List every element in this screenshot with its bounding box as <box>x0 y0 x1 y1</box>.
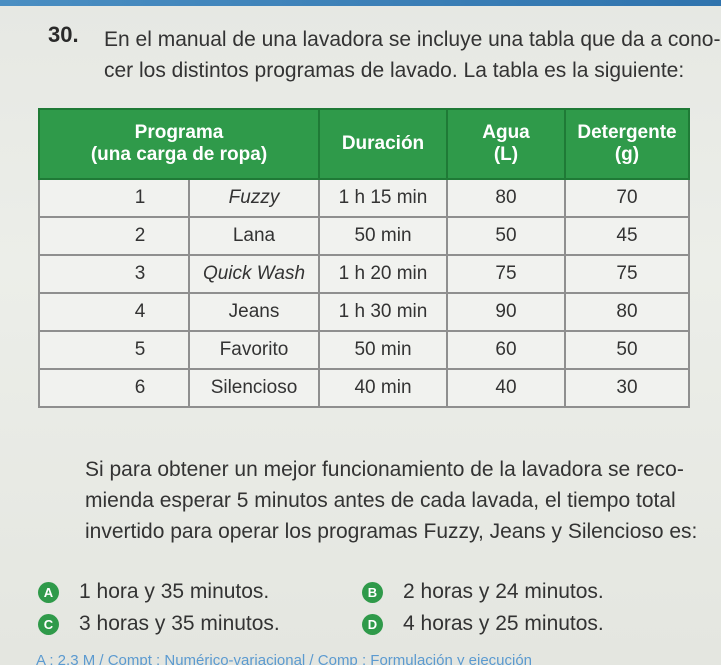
cell-detergent: 70 <box>564 178 690 218</box>
option-c-text: 3 horas y 35 minutos. <box>79 612 280 635</box>
question-number: 30. <box>48 22 79 47</box>
option-b-text: 2 horas y 24 minutos. <box>403 580 604 603</box>
paragraph-line: mienda esperar 5 minutos antes de cada l… <box>85 489 676 512</box>
cell-detergent: 80 <box>564 292 690 332</box>
cell-num: 1 <box>38 178 190 218</box>
question-line: cer los distintos programas de lavado. L… <box>104 59 685 82</box>
header-detergente-line1: Detergente <box>577 122 677 143</box>
table-row: 1 Fuzzy 1 h 15 min 80 70 <box>38 178 690 218</box>
cell-water: 40 <box>446 368 566 408</box>
cell-water: 60 <box>446 330 566 370</box>
option-c[interactable]: C 3 horas y 35 minutos. <box>38 612 280 636</box>
cell-duration: 1 h 15 min <box>318 178 448 218</box>
header-programa-line2: (una carga de ropa) <box>90 144 268 165</box>
cell-duration: 1 h 30 min <box>318 292 448 332</box>
option-b-badge: B <box>362 581 383 603</box>
paragraph-line: Si para obtener un mejor funcionamiento … <box>85 458 684 481</box>
option-c-badge: C <box>38 613 59 635</box>
cell-duration: 1 h 20 min <box>318 254 448 294</box>
header-programa: Programa (una carga de ropa) <box>38 108 320 180</box>
cell-detergent: 30 <box>564 368 690 408</box>
cell-water: 80 <box>446 178 566 218</box>
washing-programs-table: Programa (una carga de ropa) Duración Ag… <box>38 108 690 408</box>
option-a-badge: A <box>38 581 59 603</box>
question-line: En el manual de una lavadora se incluye … <box>104 28 721 51</box>
cell-duration: 50 min <box>318 330 448 370</box>
header-detergente-line2: (g) <box>614 144 640 165</box>
cell-num: 2 <box>38 216 190 256</box>
cell-water: 50 <box>446 216 566 256</box>
cell-detergent: 50 <box>564 330 690 370</box>
competency-footer: A : 2.3 M / Compt : Numérico-variacional… <box>36 652 533 665</box>
option-d-badge: D <box>362 613 383 635</box>
option-a-text: 1 hora y 35 minutos. <box>79 580 270 603</box>
table-row: 5 Favorito 50 min 60 50 <box>38 330 690 370</box>
cell-num: 6 <box>38 368 190 408</box>
header-agua-line1: Agua <box>482 122 530 143</box>
cell-program: Fuzzy <box>188 178 320 218</box>
cell-program: Lana <box>188 216 320 256</box>
cell-detergent: 75 <box>564 254 690 294</box>
header-agua: Agua (L) <box>446 108 566 180</box>
header-duracion: Duración <box>318 108 448 180</box>
table-row: 6 Silencioso 40 min 40 30 <box>38 368 690 408</box>
header-programa-line1: Programa <box>134 122 224 143</box>
cell-duration: 40 min <box>318 368 448 408</box>
option-d-text: 4 horas y 25 minutos. <box>403 612 604 635</box>
table-row: 3 Quick Wash 1 h 20 min 75 75 <box>38 254 690 294</box>
cell-duration: 50 min <box>318 216 448 256</box>
cell-num: 5 <box>38 330 190 370</box>
cell-num: 4 <box>38 292 190 332</box>
cell-num: 3 <box>38 254 190 294</box>
question-statement: En el manual de una lavadora se incluye … <box>104 24 721 86</box>
cell-detergent: 45 <box>564 216 690 256</box>
header-agua-line2: (L) <box>493 144 519 165</box>
header-detergente: Detergente (g) <box>564 108 690 180</box>
option-b[interactable]: B 2 horas y 24 minutos. <box>362 580 604 604</box>
option-a[interactable]: A 1 hora y 35 minutos. <box>38 580 269 604</box>
cell-program: Quick Wash <box>188 254 320 294</box>
option-d[interactable]: D 4 horas y 25 minutos. <box>362 612 604 636</box>
cell-water: 75 <box>446 254 566 294</box>
question-paragraph: Si para obtener un mejor funcionamiento … <box>85 454 705 547</box>
cell-program: Favorito <box>188 330 320 370</box>
cell-water: 90 <box>446 292 566 332</box>
cell-program: Jeans <box>188 292 320 332</box>
cell-program: Silencioso <box>188 368 320 408</box>
table-header-row: Programa (una carga de ropa) Duración Ag… <box>38 108 690 180</box>
paragraph-line: invertido para operar los programas Fuzz… <box>85 520 698 543</box>
table-row: 4 Jeans 1 h 30 min 90 80 <box>38 292 690 332</box>
table-row: 2 Lana 50 min 50 45 <box>38 216 690 256</box>
top-color-stripe <box>0 0 721 6</box>
